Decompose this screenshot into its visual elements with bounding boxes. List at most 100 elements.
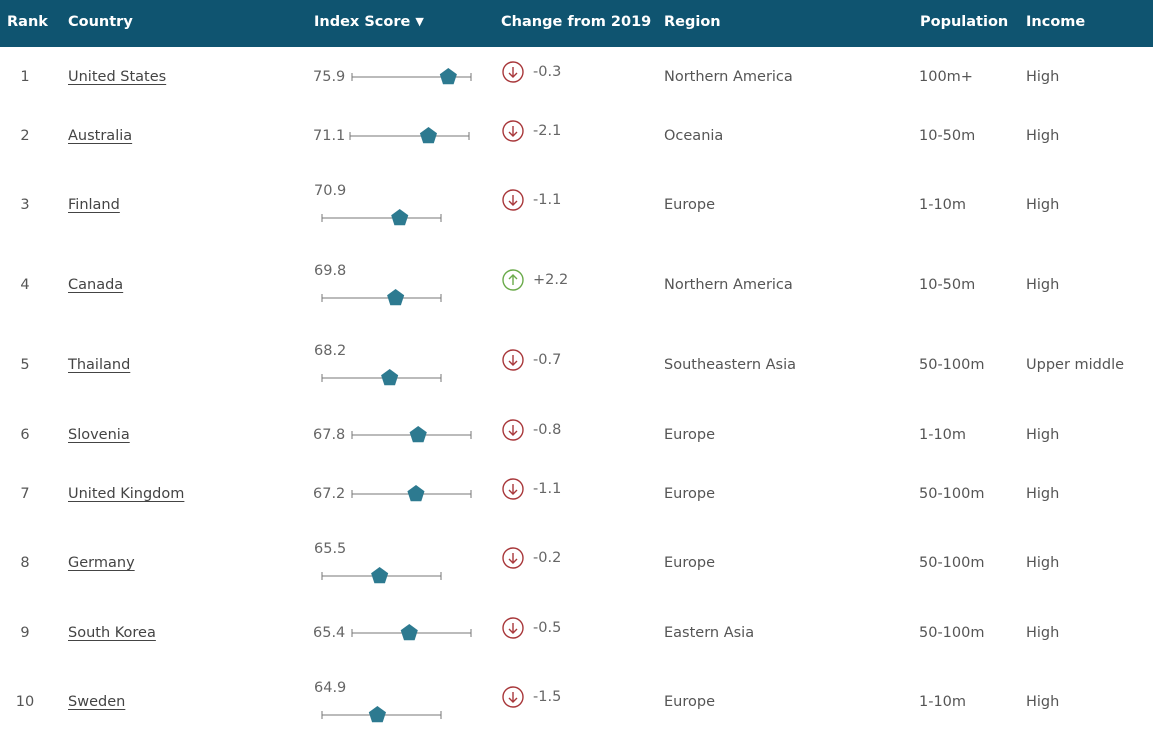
score-marker (368, 706, 386, 723)
arrow-down-circle-icon (502, 617, 524, 639)
region-cell: Northern America (664, 277, 793, 293)
header-income[interactable]: Income (1026, 14, 1086, 30)
population-cell: 50-100m (919, 555, 985, 571)
arrow-down-circle-icon (502, 189, 524, 211)
region-cell: Eastern Asia (664, 625, 755, 641)
population-cell: 50-100m (919, 625, 985, 641)
population-cell: 1-10m (919, 694, 967, 710)
income-cell: High (1026, 486, 1060, 502)
rank-cell: 10 (15, 694, 35, 710)
score-value: 65.4 (313, 625, 346, 641)
arrow-up-circle-icon (502, 269, 524, 291)
rank-cell: 4 (20, 277, 30, 293)
rank-cell: 3 (20, 197, 30, 213)
change-value: -0.3 (533, 64, 562, 80)
score-value: 75.9 (313, 69, 346, 85)
region-cell: Europe (664, 427, 715, 443)
score-gauge (351, 426, 472, 443)
change-value: -1.5 (533, 689, 562, 705)
score-gauge (321, 706, 442, 723)
arrow-down-circle-icon (502, 419, 524, 441)
header-index-score-label: Index Score (314, 14, 411, 30)
income-cell: High (1026, 427, 1060, 443)
score-gauge (351, 485, 472, 502)
change-value: +2.2 (533, 272, 569, 288)
score-value: 71.1 (313, 128, 346, 144)
rank-cell: 8 (20, 555, 30, 571)
header-index-score[interactable]: Index Score ▼ (314, 0, 424, 44)
score-gauge (351, 624, 472, 641)
income-cell: High (1026, 69, 1060, 85)
country-link[interactable]: South Korea (68, 625, 156, 641)
score-value: 68.2 (314, 343, 347, 359)
income-cell: High (1026, 197, 1060, 213)
region-cell: Northern America (664, 69, 793, 85)
arrow-down-circle-icon (502, 61, 524, 83)
header-change[interactable]: Change from 2019 (501, 14, 652, 30)
arrow-down-circle-icon (502, 547, 524, 569)
country-link[interactable]: Finland (68, 197, 120, 213)
country-link[interactable]: Thailand (68, 357, 131, 373)
region-cell: Europe (664, 555, 715, 571)
score-marker (419, 127, 437, 144)
arrow-down-circle-icon (502, 478, 524, 500)
score-gauge (321, 209, 442, 226)
region-cell: Europe (664, 197, 715, 213)
score-marker (400, 624, 418, 641)
population-cell: 10-50m (919, 128, 976, 144)
country-link[interactable]: Slovenia (68, 427, 130, 443)
population-cell: 10-50m (919, 277, 976, 293)
income-cell: Upper middle (1026, 357, 1125, 373)
population-cell: 1-10m (919, 427, 967, 443)
change-value: -0.8 (533, 422, 562, 438)
rank-cell: 9 (20, 625, 30, 641)
income-cell: High (1026, 277, 1060, 293)
score-gauge (321, 567, 442, 584)
score-marker (409, 426, 427, 443)
country-link[interactable]: Sweden (68, 694, 126, 710)
region-cell: Oceania (664, 128, 724, 144)
country-link[interactable]: Germany (68, 555, 135, 571)
rank-cell: 1 (20, 69, 30, 85)
header-region[interactable]: Region (664, 14, 721, 30)
header-population[interactable]: Population (920, 14, 1009, 30)
score-marker (439, 68, 457, 85)
caret-down-icon[interactable]: ▼ (415, 15, 424, 28)
score-marker (391, 209, 409, 226)
country-link[interactable]: United States (68, 69, 167, 85)
change-value: -0.7 (533, 352, 562, 368)
score-marker (371, 567, 389, 584)
rank-cell: 2 (20, 128, 30, 144)
country-link[interactable]: Australia (68, 128, 133, 144)
region-cell: Southeastern Asia (664, 357, 797, 373)
change-value: -0.5 (533, 620, 562, 636)
arrow-down-circle-icon (502, 120, 524, 142)
score-marker (381, 369, 399, 386)
arrow-down-circle-icon (502, 349, 524, 371)
header-country[interactable]: Country (68, 14, 133, 30)
income-cell: High (1026, 625, 1060, 641)
score-gauge (349, 127, 470, 144)
table-header: Rank Country Index Score ▼ Change from 20… (0, 0, 1153, 47)
score-value: 65.5 (314, 541, 347, 557)
score-gauge (351, 68, 472, 85)
change-value: -2.1 (533, 123, 562, 139)
score-gauge (321, 289, 442, 306)
score-value: 69.8 (314, 263, 347, 279)
score-value: 67.8 (313, 427, 346, 443)
population-cell: 50-100m (919, 486, 985, 502)
score-gauge (321, 369, 442, 386)
score-value: 70.9 (314, 183, 347, 199)
rank-cell: 6 (20, 427, 30, 443)
score-value: 64.9 (314, 680, 347, 696)
population-cell: 50-100m (919, 357, 985, 373)
country-link[interactable]: United Kingdom (68, 486, 185, 502)
country-link[interactable]: Canada (68, 277, 124, 293)
header-rank[interactable]: Rank (7, 14, 48, 30)
change-value: -1.1 (533, 192, 562, 208)
region-cell: Europe (664, 486, 715, 502)
income-cell: High (1026, 555, 1060, 571)
change-value: -1.1 (533, 481, 562, 497)
rank-cell: 5 (20, 357, 30, 373)
change-value: -0.2 (533, 550, 562, 566)
